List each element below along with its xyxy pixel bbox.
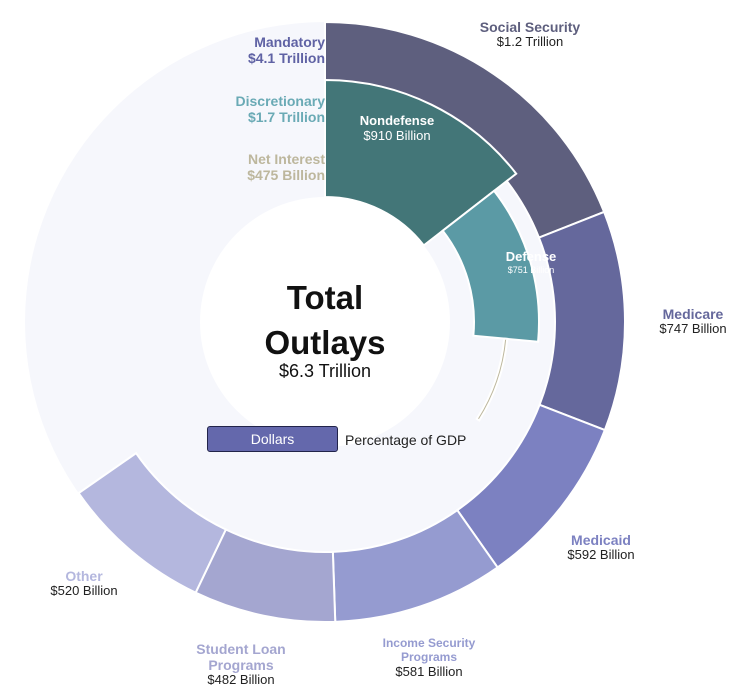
percentage-of-gdp-toggle[interactable]: Percentage of GDP: [345, 432, 467, 448]
outer-slice-other[interactable]: [77, 451, 228, 595]
outer-label-income-security: Income Security Programs $581 Billion: [382, 636, 476, 679]
group-label-mandatory: Mandatory $4.1 Trillion: [247, 34, 325, 67]
group-label-net-interest: Net Interest $475 Billion: [247, 151, 325, 184]
donut-hole: [200, 197, 450, 447]
chart-center-total: $6.3 Trillion: [278, 361, 372, 381]
outer-label-other: Other $520 Billion: [50, 568, 118, 599]
inner-label-defense: Defense $751 Billion: [505, 249, 557, 275]
outer-label-social-security: Social Security $1.2 Trillion: [479, 19, 581, 50]
group-label-discretionary: Discretionary $1.7 Trillion: [235, 93, 325, 126]
outer-label-medicare: Medicare $747 Billion: [659, 306, 727, 337]
dollars-toggle-button[interactable]: Dollars: [207, 426, 338, 452]
outer-label-student-loan: Student Loan Programs $482 Billion: [196, 641, 286, 688]
inner-label-nondefense: Nondefense $910 Billion: [359, 113, 435, 143]
chart-center-title: Total Outlays: [264, 279, 386, 361]
inner-slice-nondefense[interactable]: [324, 78, 518, 247]
inner-slice-defense[interactable]: [441, 189, 540, 343]
outer-label-medicaid: Medicaid $592 Billion: [567, 532, 635, 563]
inner-slice-net-interest[interactable]: [475, 337, 509, 422]
